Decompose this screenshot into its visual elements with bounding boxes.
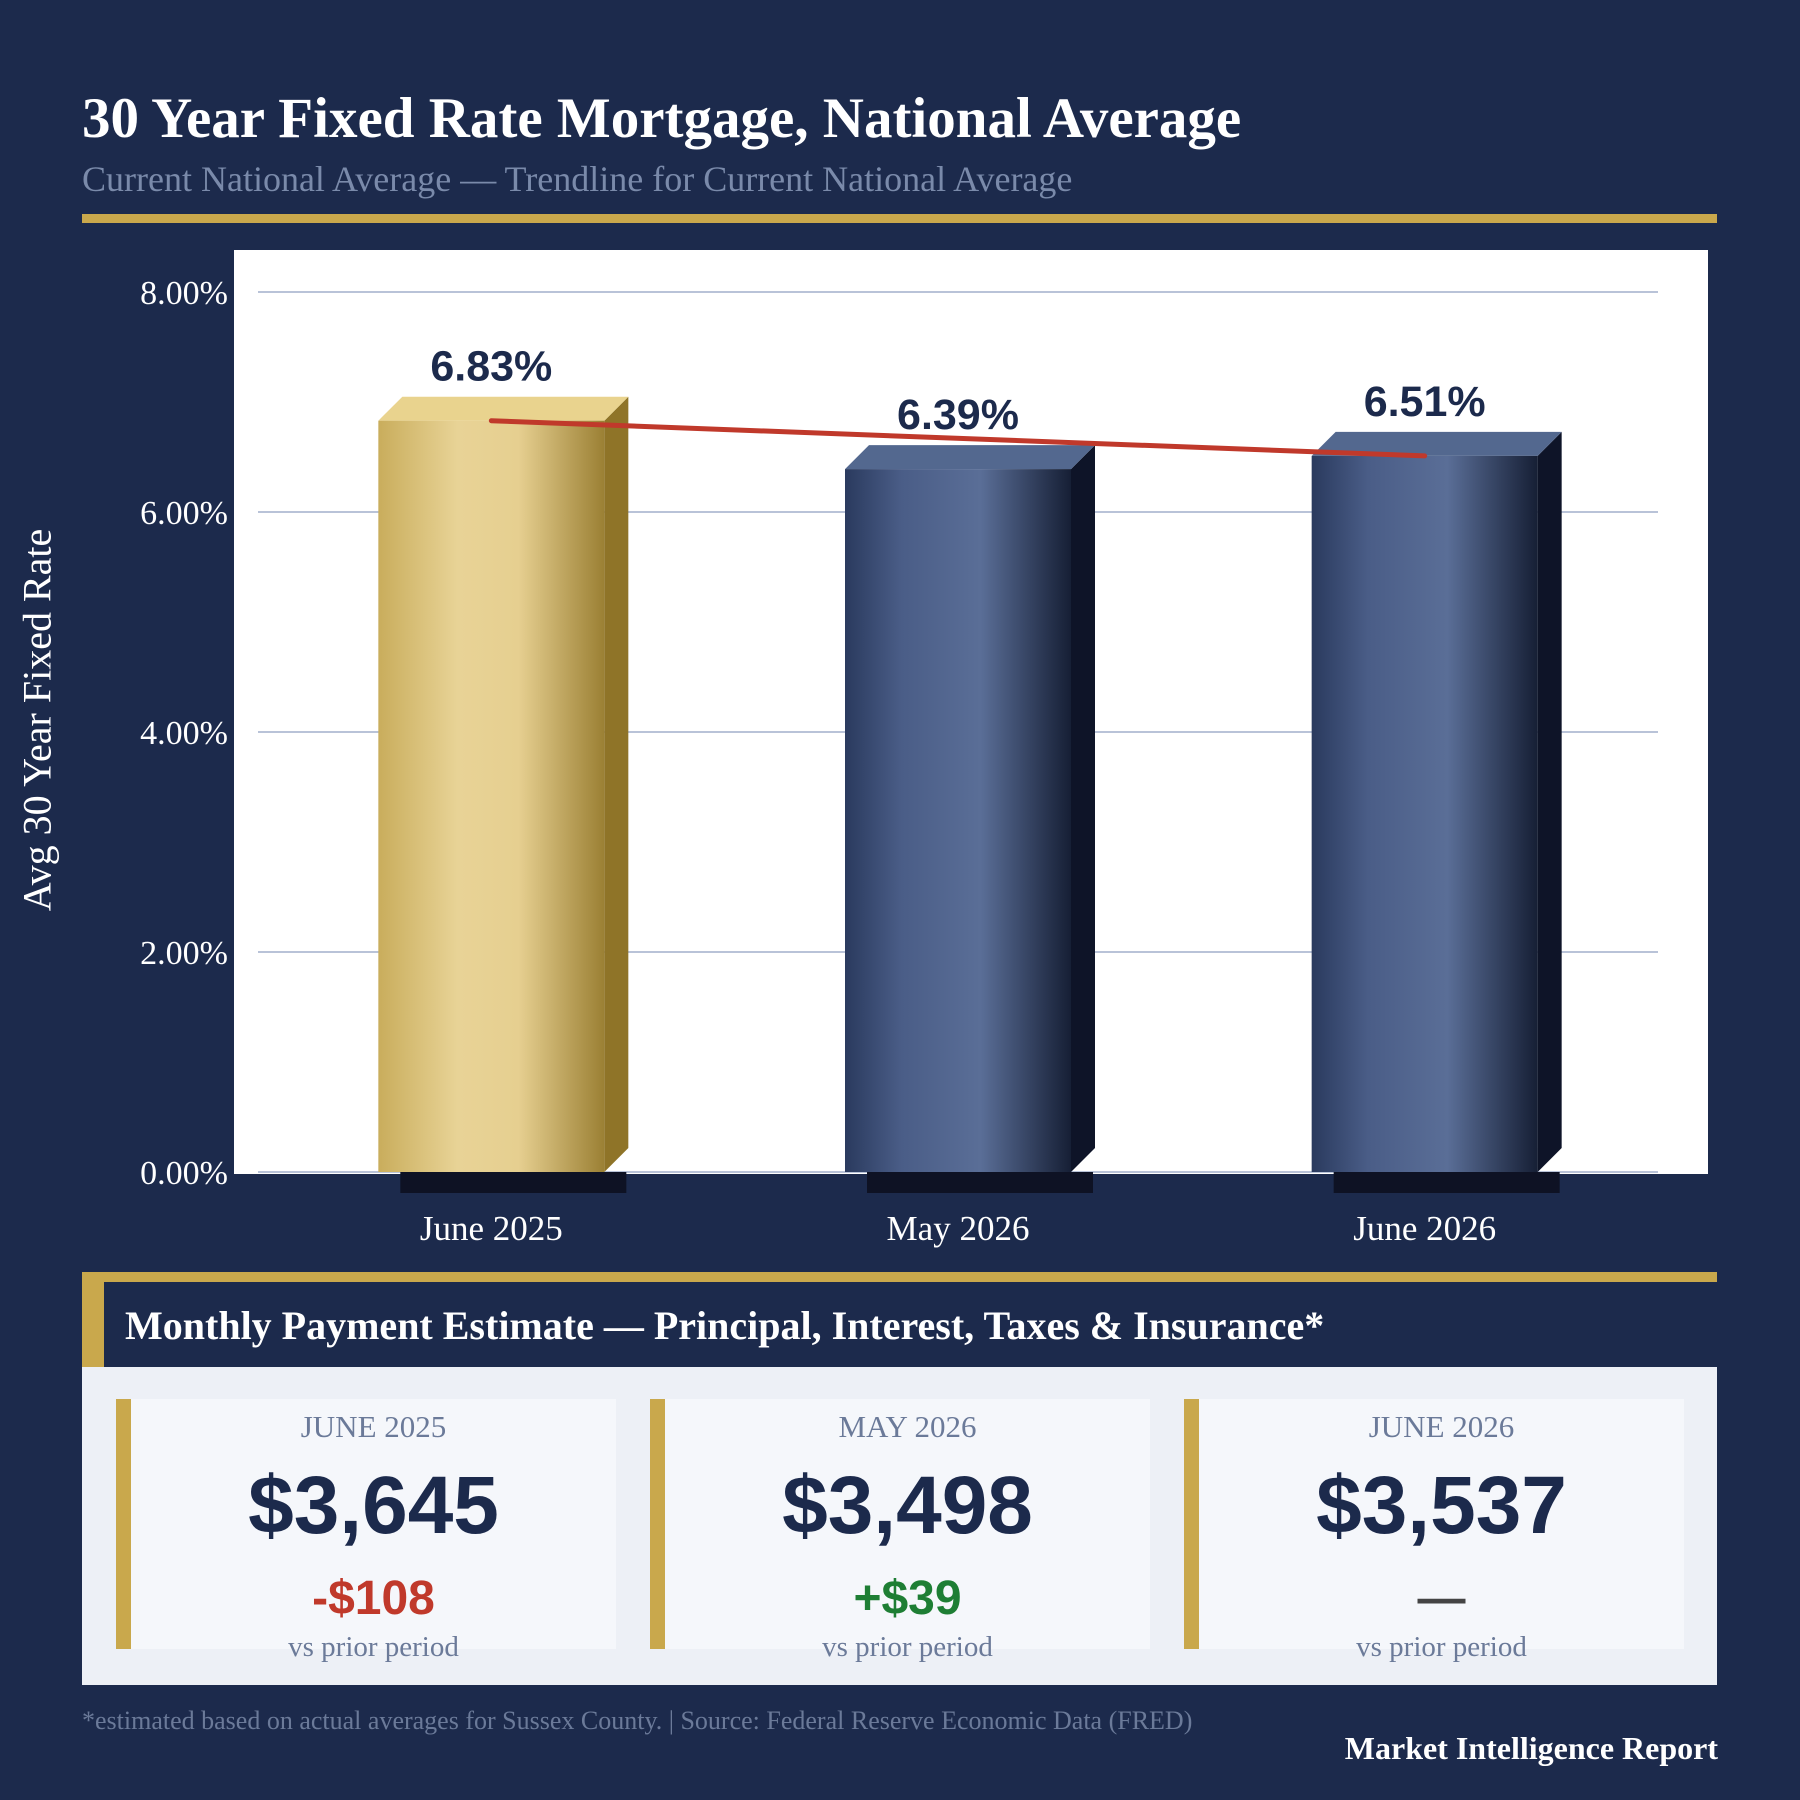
brand-label: Market Intelligence Report bbox=[1344, 1730, 1718, 1766]
card-note: vs prior period bbox=[1356, 1631, 1527, 1663]
bar-value-label: 6.39% bbox=[897, 391, 1019, 439]
card-accent bbox=[1184, 1399, 1199, 1649]
card-date: JUNE 2025 bbox=[300, 1409, 447, 1444]
card-accent bbox=[116, 1399, 131, 1649]
card-change: +$39 bbox=[853, 1572, 962, 1625]
bar bbox=[1311, 455, 1538, 1172]
y-tick-label: 8.00% bbox=[140, 275, 228, 312]
rate-chart: 0.00% 2.00% 4.00% 6.00% 8.00% 6.83% June 2025 6… bbox=[140, 250, 1708, 1248]
y-axis-title: Avg 30 Year Fixed Rate bbox=[14, 528, 60, 912]
x-tick-label: May 2026 bbox=[887, 1209, 1030, 1248]
card-note: vs prior period bbox=[288, 1631, 459, 1663]
bar-shadow bbox=[400, 1172, 627, 1193]
payment-header-accent bbox=[82, 1282, 104, 1367]
chart-subtitle: Current National Average — Trendline for… bbox=[82, 159, 1073, 199]
payment-header: Monthly Payment Estimate — Principal, In… bbox=[82, 1272, 1717, 1367]
y-tick-label: 2.00% bbox=[140, 935, 228, 972]
bar-value-label: 6.51% bbox=[1364, 378, 1486, 426]
x-tick-label: June 2026 bbox=[1353, 1209, 1496, 1248]
card-change: — bbox=[1417, 1572, 1466, 1625]
footnote: *estimated based on actual averages for … bbox=[82, 1706, 1193, 1735]
trend-line bbox=[488, 418, 1428, 459]
payment-panel: JUNE 2025 $3,645 -$108 vs prior period M… bbox=[82, 1367, 1717, 1685]
y-tick-label: 4.00% bbox=[140, 715, 228, 752]
bar bbox=[378, 420, 605, 1172]
card-date: JUNE 2026 bbox=[1368, 1409, 1515, 1444]
bar-shadow bbox=[867, 1172, 1093, 1193]
title-divider bbox=[82, 214, 1717, 223]
bar-side bbox=[604, 396, 629, 1172]
card-accent bbox=[650, 1399, 665, 1649]
card-note: vs prior period bbox=[822, 1631, 993, 1663]
payment-card: MAY 2026 $3,498 +$39 vs prior period bbox=[650, 1399, 1150, 1663]
card-date: MAY 2026 bbox=[838, 1409, 977, 1444]
bar-top bbox=[378, 396, 629, 421]
card-amount: $3,498 bbox=[782, 1460, 1033, 1551]
bar-side bbox=[1071, 445, 1095, 1173]
payment-card: JUNE 2026 $3,537 — vs prior period bbox=[1184, 1399, 1684, 1663]
bar-shadow bbox=[1333, 1172, 1560, 1193]
payment-title: Monthly Payment Estimate — Principal, In… bbox=[125, 1303, 1325, 1348]
card-change: -$108 bbox=[312, 1572, 435, 1625]
bar-side bbox=[1537, 431, 1562, 1172]
y-tick-label: 0.00% bbox=[140, 1155, 228, 1192]
bar-top bbox=[845, 445, 1095, 470]
y-tick-label: 6.00% bbox=[140, 495, 228, 532]
bar bbox=[845, 469, 1071, 1173]
bar-value-label: 6.83% bbox=[430, 343, 552, 391]
x-tick-label: June 2025 bbox=[420, 1209, 563, 1248]
card-amount: $3,645 bbox=[248, 1460, 499, 1551]
bar-top bbox=[1311, 431, 1562, 456]
page-title: 30 Year Fixed Rate Mortgage, National Av… bbox=[82, 87, 1242, 150]
card-amount: $3,537 bbox=[1316, 1460, 1567, 1551]
payment-card: JUNE 2025 $3,645 -$108 vs prior period bbox=[116, 1399, 616, 1663]
